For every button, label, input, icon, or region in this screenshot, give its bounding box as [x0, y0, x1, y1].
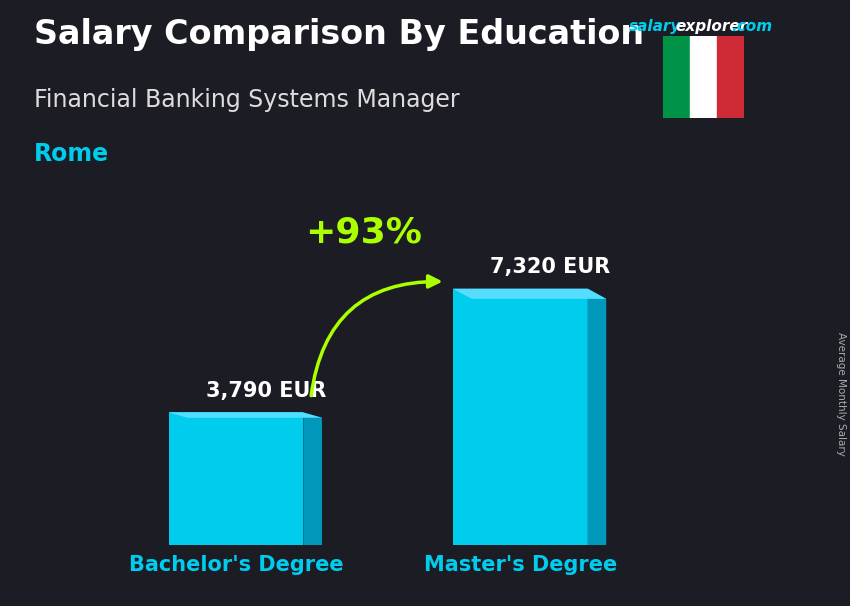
Text: +93%: +93% — [304, 216, 422, 250]
FancyBboxPatch shape — [168, 413, 303, 545]
Text: explorer: explorer — [676, 19, 748, 35]
Polygon shape — [168, 413, 322, 418]
Bar — [663, 36, 690, 118]
Text: 3,790 EUR: 3,790 EUR — [206, 381, 326, 401]
Text: 7,320 EUR: 7,320 EUR — [490, 258, 610, 278]
Text: Average Monthly Salary: Average Monthly Salary — [836, 332, 846, 456]
FancyBboxPatch shape — [453, 288, 587, 545]
Text: salary: salary — [629, 19, 682, 35]
Text: Rome: Rome — [34, 142, 109, 167]
Bar — [717, 36, 744, 118]
Text: Financial Banking Systems Manager: Financial Banking Systems Manager — [34, 88, 460, 112]
Polygon shape — [453, 288, 606, 299]
Bar — [690, 36, 717, 118]
Polygon shape — [303, 413, 322, 545]
Text: .com: .com — [731, 19, 772, 35]
Polygon shape — [587, 288, 606, 545]
Text: Salary Comparison By Education: Salary Comparison By Education — [34, 18, 644, 51]
